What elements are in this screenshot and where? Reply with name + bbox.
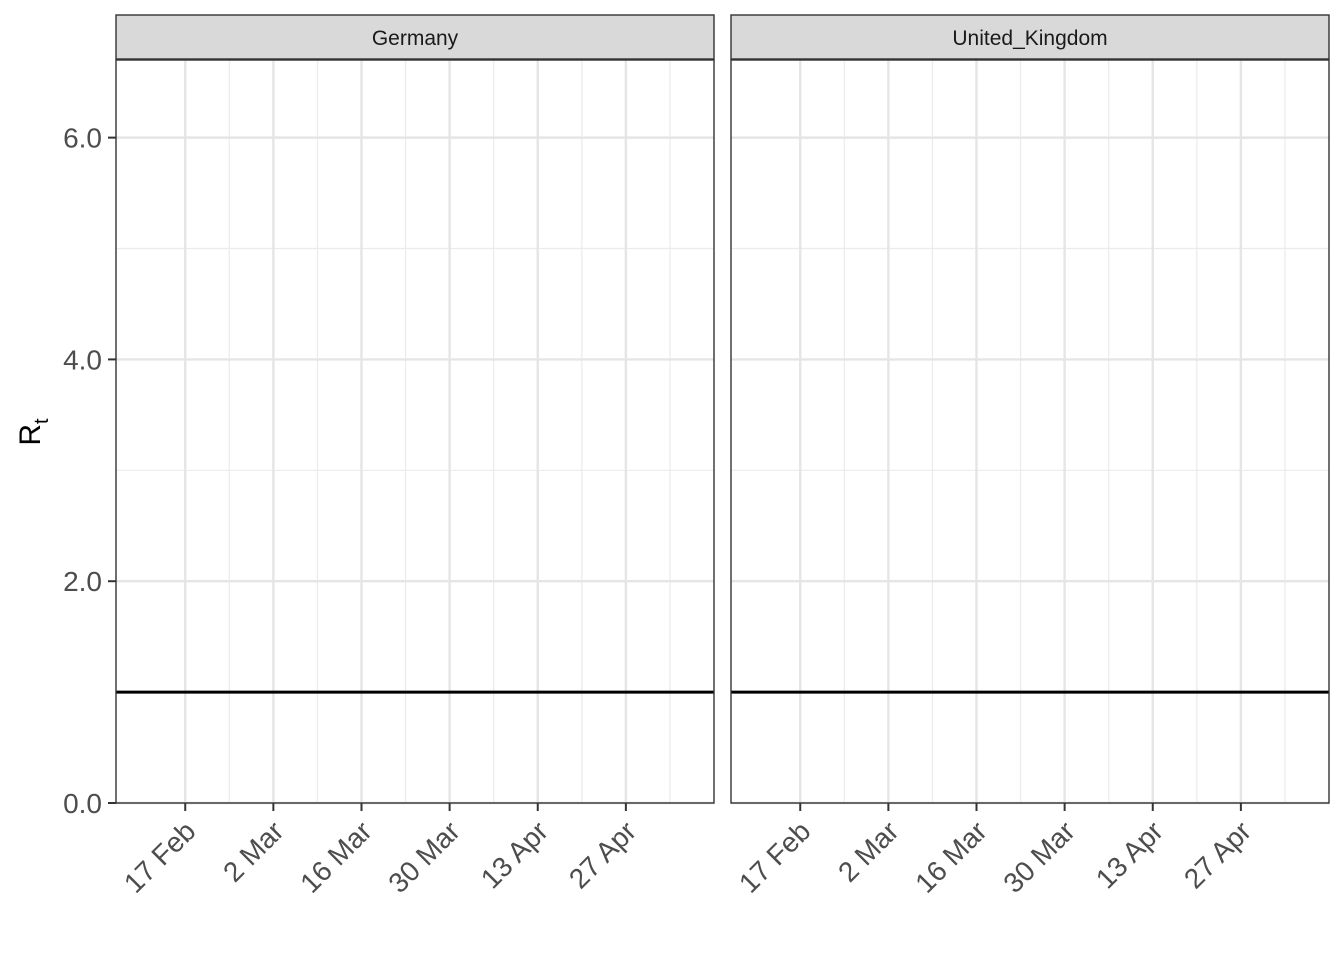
y-axis-title-main: R	[14, 424, 47, 446]
x-tick-label: 30 Mar	[997, 815, 1081, 899]
panel-background	[731, 60, 1329, 803]
x-tick-label: 2 Mar	[217, 815, 290, 888]
y-tick-label: 4.0	[63, 344, 102, 375]
x-tick-label: 13 Apr	[475, 815, 554, 894]
facet-panel: Germany 17 Feb 2 Mar 16 Mar 30 Mar 13 Apr 27 A…	[63, 14, 715, 899]
y-tick-label: 6.0	[63, 123, 102, 154]
y-axis-title: Rt	[14, 418, 53, 446]
x-tick-label: 2 Mar	[832, 815, 905, 888]
x-tick-label: 30 Mar	[382, 815, 466, 899]
x-tick-label: 13 Apr	[1090, 815, 1169, 894]
x-tick-label: 16 Mar	[909, 815, 993, 899]
x-tick-label: 27 Apr	[563, 815, 642, 894]
facet-strip	[115, 14, 715, 60]
panel-border	[730, 59, 1330, 804]
x-tick-label: 27 Apr	[1178, 815, 1257, 894]
panel-background	[116, 60, 714, 803]
y-tick-label: 0.0	[63, 788, 102, 819]
facet-strip-label: United_Kingdom	[952, 27, 1107, 50]
y-axis-title-subscript: t	[31, 418, 53, 424]
facet-strip	[730, 14, 1330, 60]
facet-panel: United_Kingdom 17 Feb 2 Mar 16 Mar 30 Mar 13 …	[730, 14, 1330, 899]
x-tick-label: 17 Feb	[118, 815, 202, 899]
x-tick-label: 16 Mar	[294, 815, 378, 899]
x-tick-label: 17 Feb	[733, 815, 817, 899]
facet-strip-label: Germany	[372, 27, 459, 50]
panel-border	[115, 59, 715, 804]
y-tick-label: 2.0	[63, 566, 102, 597]
